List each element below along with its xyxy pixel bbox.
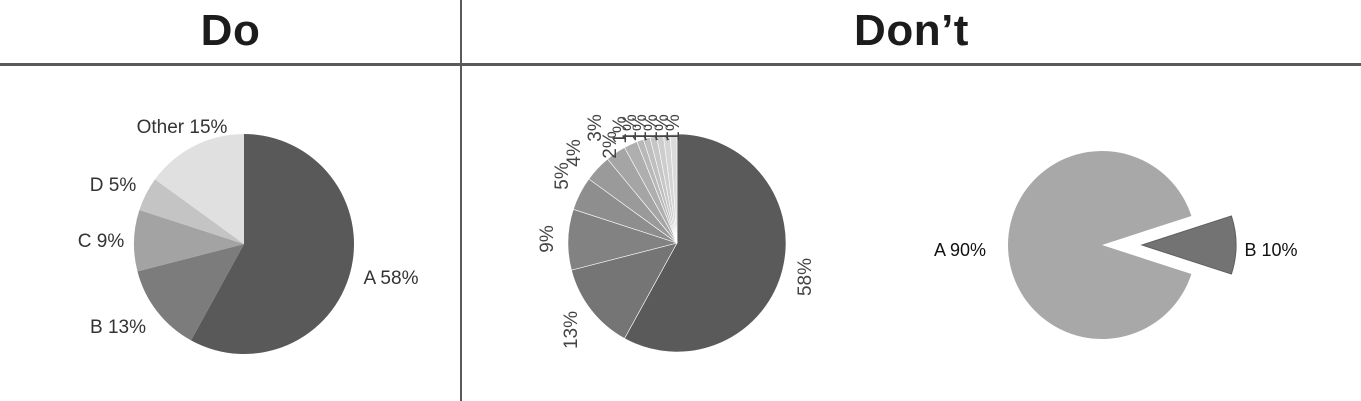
- slice-b: [1140, 215, 1237, 275]
- heading-do: Do: [200, 6, 261, 55]
- dont-pie-exploded: A 90% B 10%: [934, 150, 1298, 339]
- slice-1: [624, 133, 787, 353]
- data-label-5: 4%: [564, 139, 585, 167]
- slice-c: [134, 210, 244, 272]
- slice-b: [137, 244, 244, 341]
- data-label-8: 1%: [610, 116, 631, 144]
- data-label-10: 1%: [630, 114, 651, 142]
- data-label-12: 1%: [652, 114, 673, 142]
- data-label-2: 13%: [561, 311, 582, 349]
- slice-a: [191, 134, 354, 355]
- data-label-c: C 9%: [78, 231, 125, 252]
- data-label-13: 1%: [663, 114, 684, 142]
- slice-2: [571, 242, 678, 339]
- data-label-b: B 13%: [90, 317, 146, 338]
- data-label-3: 9%: [537, 225, 558, 253]
- data-label-6: 3%: [585, 114, 606, 142]
- slice-other: [155, 134, 244, 244]
- data-label-11: 1%: [641, 114, 662, 142]
- data-label-7: 2%: [600, 131, 621, 159]
- do-pie-chart: A 58% B 13% C 9% D 5% Other 15%: [78, 117, 419, 355]
- column-divider: [460, 0, 462, 401]
- data-label-other: Other 15%: [137, 117, 228, 138]
- data-label-9: 1%: [620, 114, 641, 142]
- slice-a: [1008, 150, 1192, 339]
- data-label-b: B 10%: [1244, 240, 1297, 260]
- data-label-a: A 58%: [364, 268, 419, 289]
- slice-13: [669, 133, 678, 244]
- data-label-d: D 5%: [90, 175, 137, 196]
- dont-pie-many-slices: 58%13%9%5%4%3%2%1%1%1%1%1%1%: [537, 114, 816, 353]
- data-label-a: A 90%: [934, 240, 986, 260]
- slice-d: [139, 179, 244, 244]
- header-divider: [0, 63, 1361, 66]
- heading-dont: Don’t: [854, 6, 969, 55]
- data-label-1: 58%: [795, 258, 816, 296]
- data-label-4: 5%: [552, 162, 573, 190]
